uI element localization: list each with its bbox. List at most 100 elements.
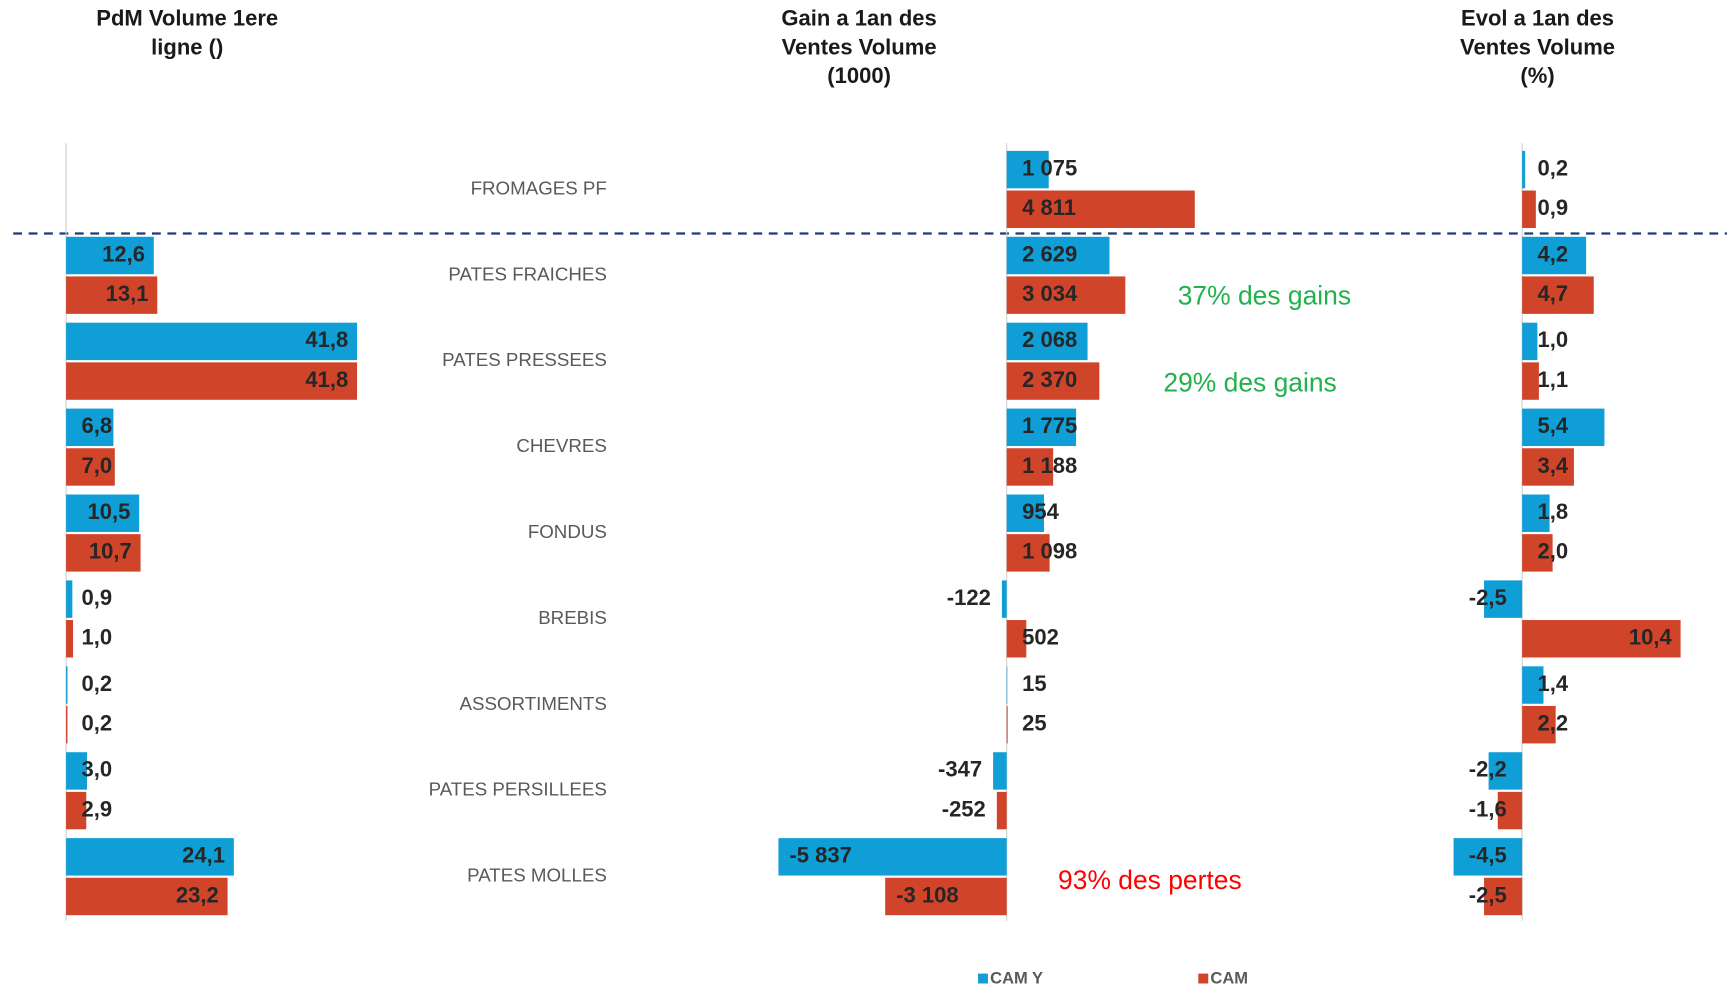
- bar: [66, 494, 140, 532]
- value-label: 41,8: [305, 327, 348, 352]
- value-label: -3 108: [896, 882, 958, 907]
- bar: [66, 877, 228, 916]
- category-label: BREBIS: [538, 607, 607, 628]
- value-label: 1,0: [1538, 327, 1569, 352]
- bar: [1001, 580, 1007, 618]
- value-label: -5 837: [789, 843, 851, 868]
- value-label: 1,0: [82, 625, 113, 650]
- chart-title: (1000): [827, 63, 891, 88]
- annotation: 93% des pertes: [1058, 865, 1242, 895]
- value-label: -2,5: [1469, 585, 1507, 610]
- chart-title: (%): [1520, 63, 1554, 88]
- value-label: 0,2: [82, 710, 113, 735]
- value-label: 3,4: [1538, 453, 1569, 478]
- value-label: 2 370: [1022, 367, 1077, 392]
- bar: [1497, 791, 1523, 830]
- bar: [1006, 362, 1100, 400]
- bar: [1522, 408, 1605, 447]
- bar: [1006, 448, 1054, 486]
- bar: [66, 705, 68, 744]
- value-label: 4,2: [1538, 241, 1569, 266]
- value-label: 2 068: [1022, 327, 1077, 352]
- legend-swatch: [978, 973, 988, 984]
- value-label: 1 775: [1022, 413, 1077, 438]
- bar: [1006, 705, 1008, 744]
- value-label: 41,8: [305, 367, 348, 392]
- bar: [66, 752, 87, 790]
- value-label: -2,5: [1469, 882, 1507, 907]
- bar: [66, 666, 68, 704]
- bar: [66, 408, 114, 447]
- bar: [1522, 236, 1587, 275]
- bar: [1522, 276, 1594, 314]
- value-label: 5,4: [1538, 413, 1569, 438]
- value-label: 0,2: [82, 671, 113, 696]
- category-label: FONDUS: [528, 521, 607, 542]
- value-label: 954: [1022, 499, 1059, 524]
- bar: [66, 362, 358, 400]
- value-label: 1,4: [1538, 671, 1569, 696]
- bar: [66, 322, 358, 361]
- category-label: CHEVRES: [516, 435, 607, 456]
- value-label: 0,9: [1538, 195, 1569, 220]
- value-label: 25: [1022, 710, 1047, 735]
- bar: [1522, 150, 1526, 189]
- bar: [66, 236, 154, 275]
- chart-title: Evol a 1an des: [1461, 6, 1614, 31]
- bar: [66, 276, 158, 314]
- category-label: PATES PERSILLEES: [429, 779, 607, 800]
- bar: [1522, 190, 1536, 228]
- value-label: 1 075: [1022, 155, 1077, 180]
- bar: [1006, 276, 1126, 314]
- value-label: 12,6: [102, 241, 145, 266]
- value-label: 15: [1022, 671, 1047, 696]
- bar: [66, 580, 73, 618]
- value-label: 10,5: [88, 499, 131, 524]
- value-label: 0,2: [1538, 155, 1569, 180]
- bar: [1006, 534, 1050, 572]
- annotation: 37% des gains: [1178, 280, 1351, 310]
- chart-title: Ventes Volume: [782, 34, 937, 59]
- category-label: FROMAGES PF: [471, 177, 607, 198]
- bar: [1006, 322, 1088, 361]
- value-label: 2 629: [1022, 241, 1077, 266]
- value-label: 1 188: [1022, 453, 1077, 478]
- bar: [1522, 494, 1550, 532]
- bar: [1522, 620, 1681, 658]
- chart-title: PdM Volume 1ere: [96, 6, 278, 31]
- value-label: -1,6: [1469, 796, 1507, 821]
- value-label: 1,1: [1538, 367, 1569, 392]
- value-label: 2,9: [82, 796, 113, 821]
- bar: [1006, 620, 1027, 658]
- bar: [1006, 494, 1044, 532]
- bar: [778, 838, 1007, 876]
- value-label: -347: [938, 757, 982, 782]
- bar: [1006, 150, 1049, 189]
- chart-title: Ventes Volume: [1460, 34, 1615, 59]
- bar: [66, 534, 141, 572]
- value-label: 3 034: [1022, 281, 1078, 306]
- bar: [66, 791, 87, 830]
- bar: [1488, 752, 1523, 790]
- bar: [1522, 534, 1553, 572]
- value-label: 10,7: [89, 539, 132, 564]
- value-label: 7,0: [82, 453, 113, 478]
- value-label: 2,0: [1538, 539, 1569, 564]
- bar: [1522, 362, 1539, 400]
- legend-label: CAM Y: [990, 968, 1043, 987]
- bar: [885, 877, 1007, 916]
- value-label: 0,9: [82, 585, 113, 610]
- category-label: PATES PRESSEES: [442, 349, 607, 370]
- bar: [66, 448, 115, 486]
- chart-title: Gain a 1an des: [781, 6, 936, 31]
- bar: [66, 620, 74, 658]
- bar: [1522, 448, 1574, 486]
- annotation: 29% des gains: [1163, 367, 1336, 397]
- value-label: 24,1: [182, 843, 225, 868]
- category-label: ASSORTIMENTS: [460, 693, 607, 714]
- bar: [1006, 408, 1077, 447]
- bar: [996, 791, 1007, 830]
- category-label: PATES MOLLES: [467, 865, 607, 886]
- legend-label: CAM: [1210, 968, 1248, 987]
